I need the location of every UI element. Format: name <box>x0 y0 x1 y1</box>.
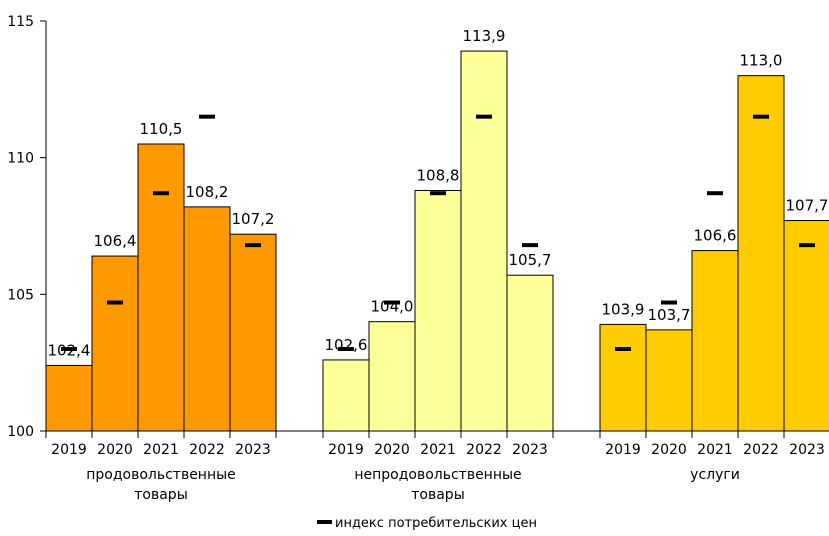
x-tick-label: 2021 <box>697 442 733 458</box>
bar-value-label: 107,7 <box>786 197 829 215</box>
bar <box>183 206 231 432</box>
bar <box>414 189 462 432</box>
bar-value-label: 103,7 <box>648 306 691 324</box>
bar-value-label: 110,5 <box>140 120 183 138</box>
group-label: товары <box>411 487 465 503</box>
x-tick-label: 2019 <box>605 442 641 458</box>
x-tick-label: 2023 <box>235 442 271 458</box>
y-tick-label: 110 <box>7 151 34 167</box>
group-label: непродовольственные <box>354 467 521 483</box>
bar-value-label: 102,6 <box>325 336 368 354</box>
bar <box>322 359 370 432</box>
bar <box>737 75 785 432</box>
bar-value-label: 104,0 <box>371 298 414 316</box>
bar <box>137 143 185 432</box>
bar <box>91 255 139 432</box>
x-tick-label: 2019 <box>328 442 364 458</box>
bar <box>229 233 277 432</box>
x-tick-label: 2021 <box>420 442 456 458</box>
bar-value-label: 113,0 <box>740 52 783 70</box>
group-label: товары <box>134 487 188 503</box>
group-label: продовольственные <box>86 467 236 483</box>
bar-value-label: 107,2 <box>232 210 275 228</box>
bar <box>691 250 739 432</box>
bar-value-label: 103,9 <box>602 300 645 318</box>
y-tick-label: 100 <box>7 424 34 440</box>
legend-label: индекс потребительских цен <box>335 516 537 531</box>
x-tick-label: 2023 <box>512 442 548 458</box>
x-tick-label: 2022 <box>189 442 225 458</box>
x-tick-label: 2023 <box>789 442 825 458</box>
bar <box>45 364 93 432</box>
x-tick-label: 2019 <box>51 442 87 458</box>
group-label: услуги <box>690 467 740 483</box>
x-tick-label: 2021 <box>143 442 179 458</box>
bar <box>645 329 693 432</box>
x-tick-label: 2020 <box>651 442 687 458</box>
x-tick-label: 2020 <box>97 442 133 458</box>
y-tick-label: 115 <box>7 14 34 30</box>
bar-value-label: 106,4 <box>94 232 137 250</box>
bar <box>783 220 829 432</box>
bar <box>460 50 508 432</box>
bar-value-label: 113,9 <box>463 27 506 45</box>
x-tick-label: 2022 <box>466 442 502 458</box>
x-tick-label: 2022 <box>743 442 779 458</box>
bar <box>506 274 554 432</box>
bar-value-label: 108,2 <box>186 183 229 201</box>
bar-value-label: 108,8 <box>417 166 460 184</box>
bar-value-label: 105,7 <box>509 251 552 269</box>
bar-value-label: 106,6 <box>694 227 737 245</box>
x-tick-label: 2020 <box>374 442 410 458</box>
bar <box>599 323 647 432</box>
bar <box>368 321 416 432</box>
y-tick-label: 105 <box>7 287 34 303</box>
